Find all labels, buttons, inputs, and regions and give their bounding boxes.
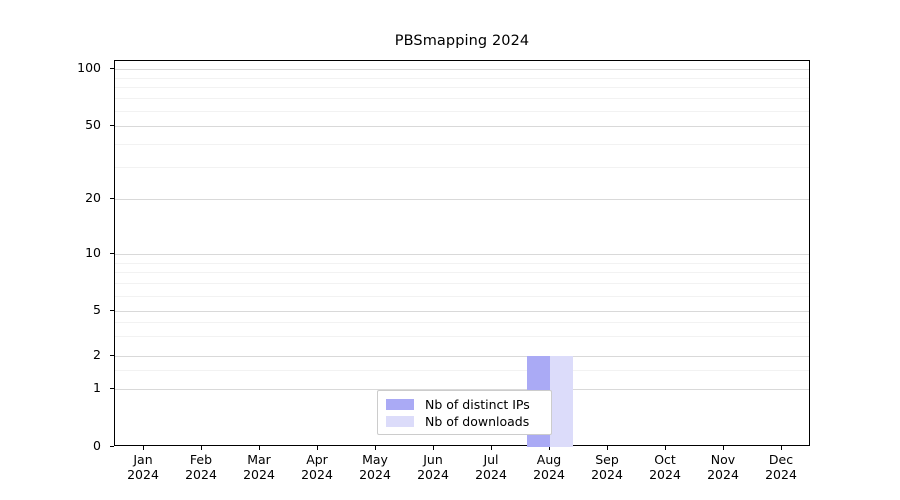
legend-swatch-icon <box>386 416 414 427</box>
x-tick-label-year: 2024 <box>475 467 507 483</box>
bars-layer <box>115 61 809 447</box>
gridline-minor <box>115 77 809 79</box>
gridline-minor <box>115 369 809 371</box>
x-tick-label-year: 2024 <box>185 467 217 483</box>
gridline-minor <box>115 98 809 100</box>
y-tick-mark <box>110 198 114 200</box>
x-tick-label: Feb 2024 <box>161 452 241 483</box>
legend-item[interactable]: Nb of downloads <box>386 413 543 430</box>
y-tick-mark <box>110 388 114 390</box>
x-tick-label: Aug 2024 <box>509 452 589 483</box>
gridline-minor <box>115 87 809 89</box>
x-tick-mark <box>317 446 319 450</box>
x-tick-mark <box>549 446 551 450</box>
x-tick-label-year: 2024 <box>243 467 275 483</box>
gridline-major <box>115 311 809 312</box>
x-tick-label-month: Jul <box>483 452 499 467</box>
x-tick-label-month: May <box>362 452 388 467</box>
x-tick-mark <box>259 446 261 450</box>
legend-item[interactable]: Nb of distinct IPs <box>386 396 543 413</box>
y-tick-mark <box>110 310 114 312</box>
gridline-minor <box>115 336 809 338</box>
x-tick-mark <box>143 446 145 450</box>
chart-title: PBSmapping 2024 <box>394 33 530 49</box>
y-tick-label: 5 <box>93 302 101 317</box>
y-tick-label: 0 <box>93 438 101 453</box>
chart-legend[interactable]: Nb of distinct IPs Nb of downloads <box>377 390 552 435</box>
x-tick-mark <box>781 446 783 450</box>
x-tick-label-year: 2024 <box>649 467 681 483</box>
x-tick-label-year: 2024 <box>127 467 159 483</box>
x-tick-mark <box>665 446 667 450</box>
x-tick-label: Nov 2024 <box>683 452 763 483</box>
x-tick-label-month: Jan <box>133 452 153 467</box>
y-tick-mark <box>110 253 114 255</box>
gridline-minor <box>115 296 809 297</box>
x-tick-label: Jan 2024 <box>103 452 183 483</box>
x-tick-label: Dec 2024 <box>741 452 821 483</box>
y-tick-label: 50 <box>85 117 101 132</box>
x-tick-label-year: 2024 <box>533 467 565 483</box>
x-tick-label-year: 2024 <box>591 467 623 483</box>
x-tick-label-month: Oct <box>654 452 676 467</box>
x-tick-label-month: Jun <box>423 452 443 467</box>
gridlines <box>115 61 809 445</box>
x-tick-label-month: Aug <box>536 452 562 467</box>
gridline-minor <box>115 111 809 112</box>
gridline-minor <box>115 262 809 264</box>
x-tick-label-year: 2024 <box>301 467 333 483</box>
legend-label: Nb of downloads <box>425 414 530 429</box>
gridline-minor <box>115 143 809 145</box>
x-tick-label: Mar 2024 <box>219 452 299 483</box>
x-tick-label-month: Mar <box>247 452 271 467</box>
x-tick-label: Apr 2024 <box>277 452 357 483</box>
x-tick-label-month: Feb <box>189 452 213 467</box>
x-tick-label-year: 2024 <box>707 467 739 483</box>
gridline-major <box>115 69 809 70</box>
x-tick-label-year: 2024 <box>417 467 449 483</box>
x-tick-mark <box>723 446 725 450</box>
gridline-minor <box>115 166 809 168</box>
bar-aug-series-1 <box>550 356 573 447</box>
gridline-major <box>115 126 809 127</box>
gridline-major <box>115 199 809 200</box>
x-tick-label: Oct 2024 <box>625 452 705 483</box>
x-tick-label-month: Nov <box>710 452 736 467</box>
y-tick-label: 2 <box>93 347 101 362</box>
x-tick-mark <box>201 446 203 450</box>
y-tick-mark <box>110 446 114 448</box>
x-tick-label: Jun 2024 <box>393 452 473 483</box>
x-tick-label: Sep 2024 <box>567 452 647 483</box>
legend-label: Nb of distinct IPs <box>425 397 530 412</box>
y-tick-label: 10 <box>85 245 101 260</box>
y-tick-mark <box>110 355 114 357</box>
x-tick-label-year: 2024 <box>765 467 797 483</box>
gridline-minor <box>115 321 809 323</box>
x-tick-mark <box>607 446 609 450</box>
gridline-major <box>115 356 809 357</box>
x-tick-label: Jul 2024 <box>451 452 531 483</box>
x-tick-label-year: 2024 <box>359 467 391 483</box>
gridline-major <box>115 389 809 390</box>
x-tick-mark <box>375 446 377 450</box>
y-tick-mark <box>110 125 114 127</box>
gridline-minor <box>115 272 809 274</box>
legend-swatch-icon <box>386 399 414 410</box>
y-tick-label: 20 <box>85 190 101 205</box>
y-tick-mark <box>110 68 114 70</box>
gridline-minor <box>115 283 809 285</box>
x-tick-mark <box>491 446 493 450</box>
x-tick-label: May 2024 <box>335 452 415 483</box>
gridline-major <box>115 254 809 255</box>
y-tick-label: 1 <box>93 380 101 395</box>
x-tick-label-month: Dec <box>768 452 794 467</box>
plot-area <box>114 60 810 447</box>
x-tick-mark <box>433 446 435 450</box>
x-tick-label-month: Sep <box>595 452 619 467</box>
x-tick-label-month: Apr <box>306 452 328 467</box>
y-tick-label: 100 <box>77 60 101 75</box>
